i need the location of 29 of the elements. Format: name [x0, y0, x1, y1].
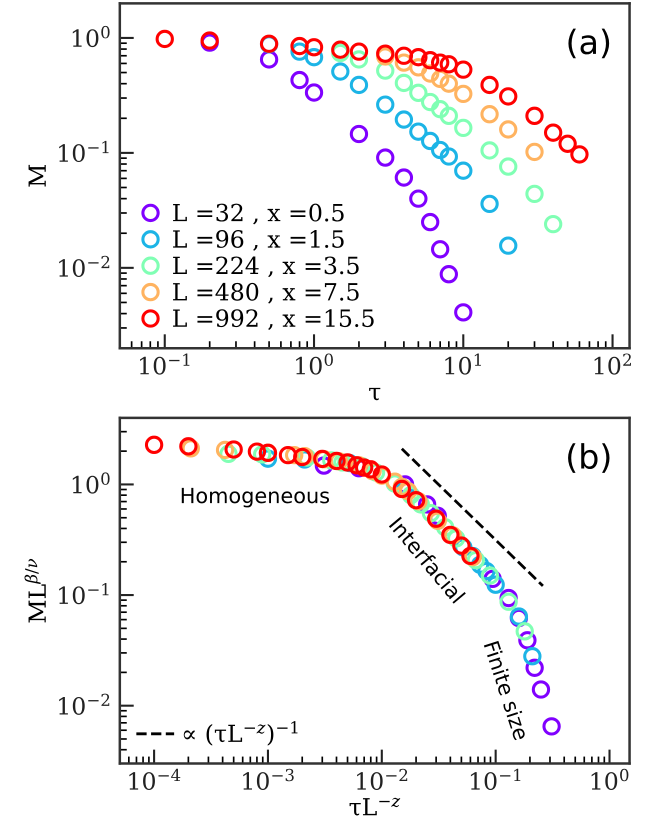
- x-tick-label: 10$^{0}$: [592, 768, 628, 790]
- legend-label: L =224 , x =3.5: [173, 256, 359, 278]
- legend-label: L =96 , x =1.5: [173, 230, 344, 251]
- legend-label: L =992 , x =15.5: [173, 309, 374, 330]
- x-tick-label: 10$^{−3}$: [243, 768, 294, 790]
- annotation: (a): [568, 28, 610, 58]
- y-axis-title: M: [28, 164, 46, 187]
- x-tick-label: 10$^{−4}$: [129, 768, 180, 790]
- y-tick-label: 10$^{0}$: [72, 472, 110, 494]
- x-tick-label: 10$^{−1}$: [140, 353, 190, 375]
- x-tick-label: 10$^{0}$: [296, 353, 333, 375]
- x-tick-label: 10$^{−2}$: [357, 768, 408, 790]
- legend-label: ∝ (τL$^{−z}$)$^{−1}$: [184, 721, 298, 746]
- annotation: Homogeneous: [182, 488, 330, 508]
- x-axis-title: τ: [369, 388, 380, 400]
- y-tick-label: 10$^{−2}$: [59, 256, 110, 277]
- x-tick-label: 10$^{−1}$: [470, 768, 520, 790]
- y-tick-label: 10$^{−2}$: [59, 694, 110, 715]
- y-tick-label: 10$^{−1}$: [59, 583, 109, 604]
- y-tick-label: 10$^{0}$: [72, 26, 110, 48]
- x-tick-label: 10$^{1}$: [445, 353, 481, 375]
- annotation: (b): [568, 443, 610, 473]
- annotation: Finite size: [484, 640, 530, 741]
- y-tick-label: 10$^{−1}$: [59, 140, 109, 162]
- x-axis-title: τL$^{−z}$: [350, 798, 400, 816]
- legend-label: L =480 , x =7.5: [173, 282, 359, 304]
- x-tick-label: 10$^{2}$: [594, 353, 631, 375]
- y-axis-title: ML$^{β/ν}$: [24, 558, 46, 622]
- legend-label: L =32 , x =0.5: [173, 204, 344, 224]
